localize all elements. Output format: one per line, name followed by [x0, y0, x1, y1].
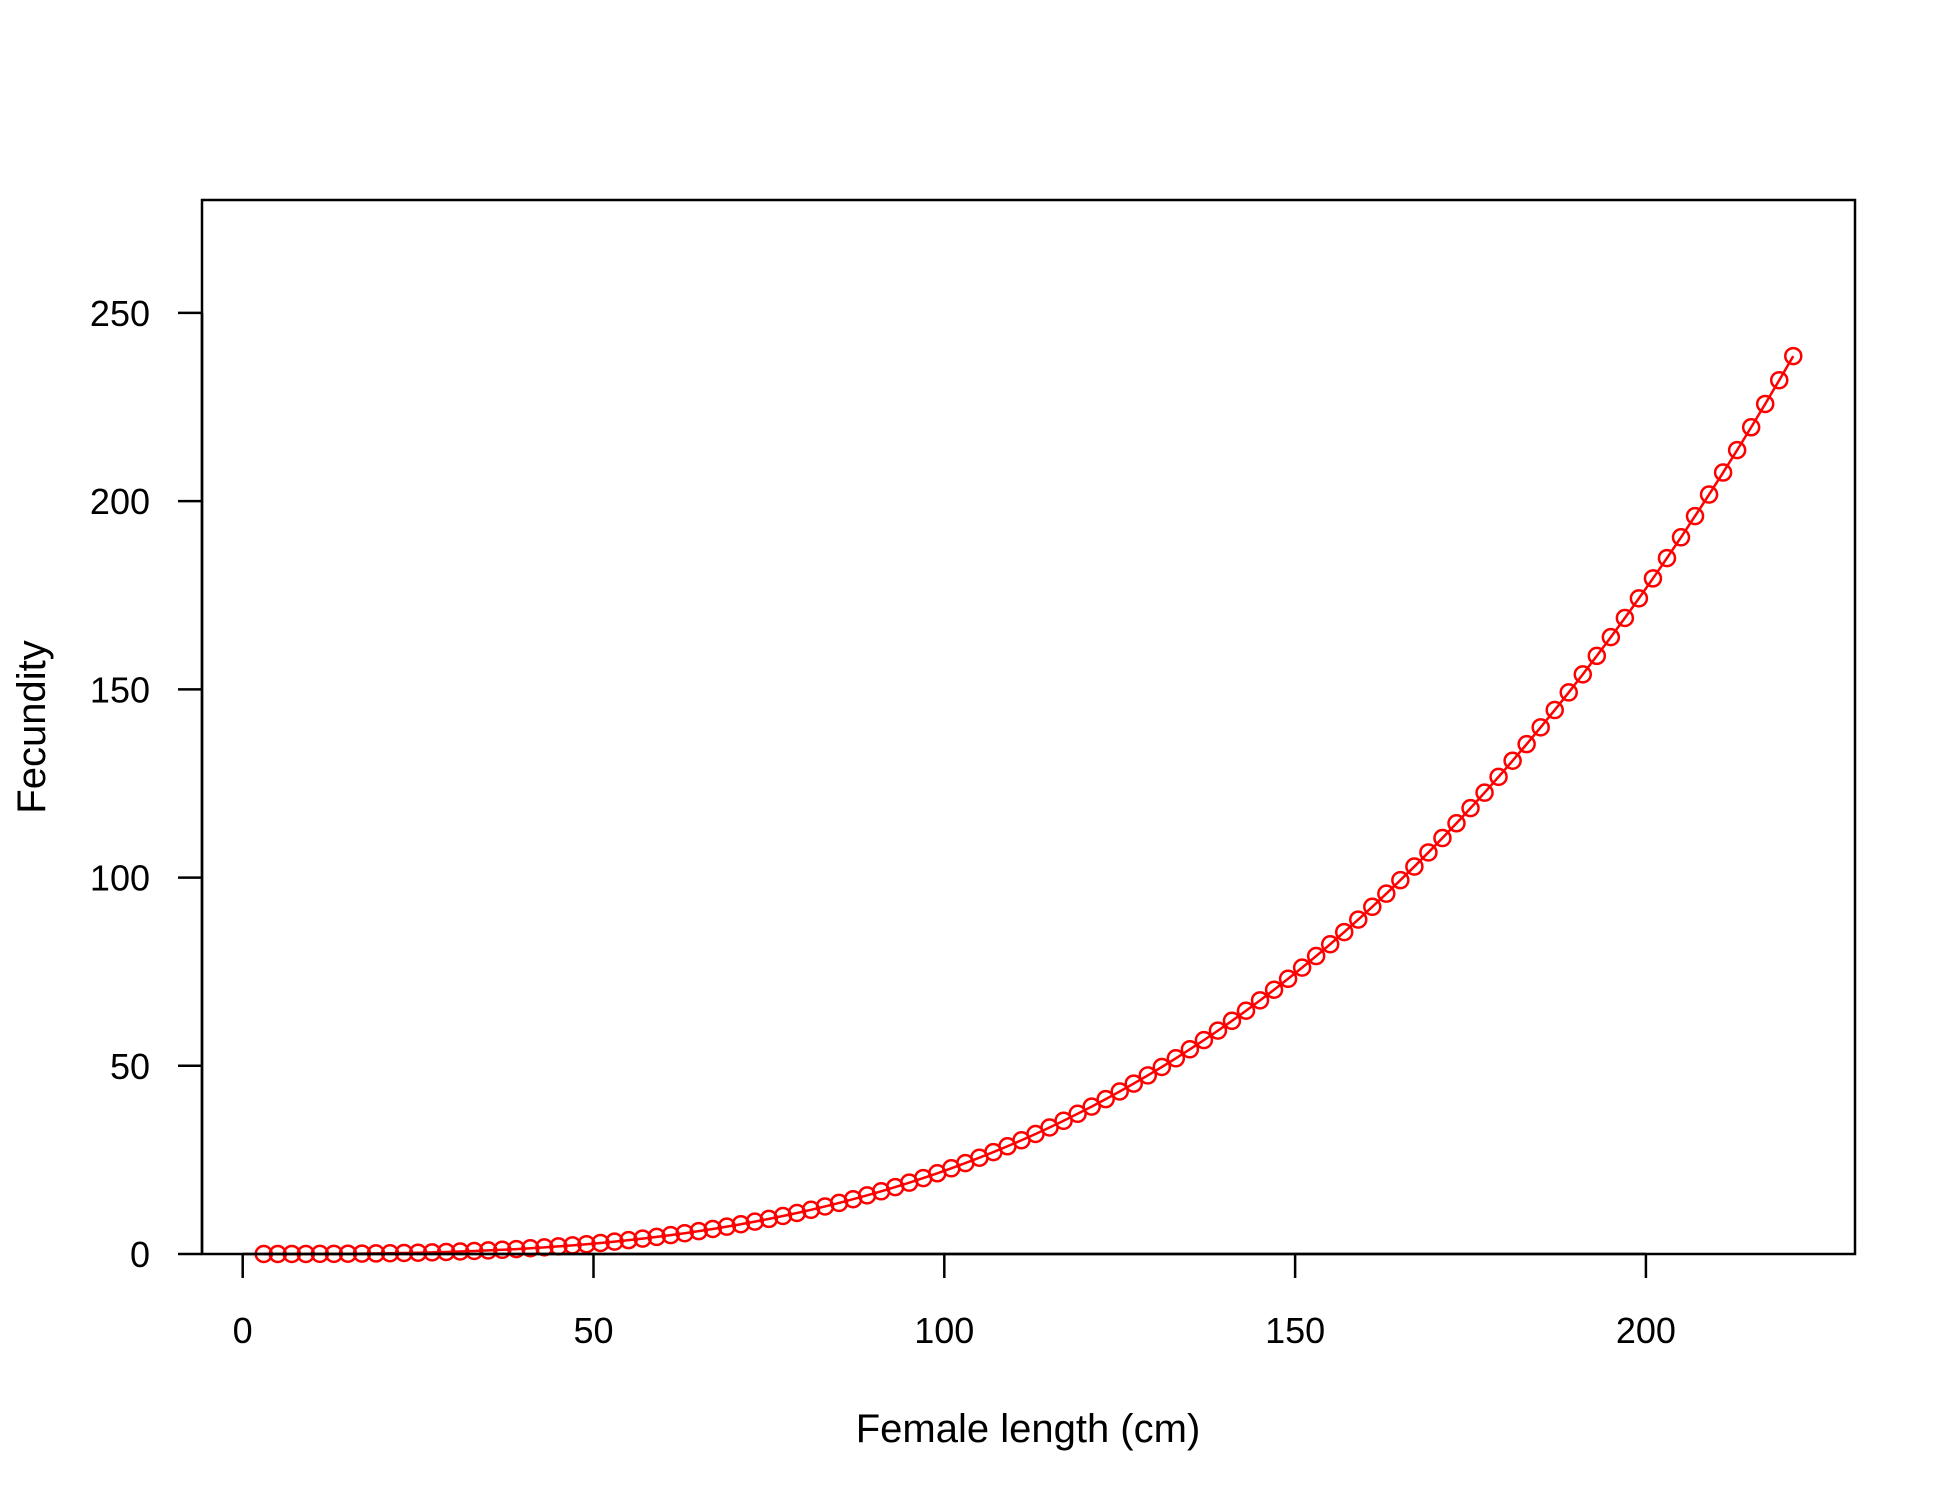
data-point — [703, 1219, 723, 1239]
data-point — [1643, 569, 1663, 588]
data-point — [1657, 548, 1677, 568]
data-point — [1671, 528, 1691, 547]
data-point — [450, 1242, 470, 1261]
y-axis-title: Fecundity — [10, 640, 54, 813]
data-point — [1784, 346, 1803, 366]
x-tick-label: 50 — [573, 1310, 613, 1351]
data-point — [633, 1229, 652, 1248]
data-point — [731, 1214, 751, 1234]
x-tick-label: 200 — [1616, 1310, 1676, 1351]
data-point — [1699, 485, 1719, 504]
data-point — [1615, 608, 1635, 628]
y-tick-label: 100 — [90, 858, 150, 899]
data-point — [647, 1227, 666, 1247]
data-point — [1264, 980, 1284, 999]
y-tick-label: 250 — [90, 293, 150, 334]
data-point — [1166, 1049, 1186, 1068]
data-point — [1685, 506, 1705, 526]
y-tick-label: 150 — [90, 669, 150, 710]
data-point — [436, 1242, 456, 1262]
data-point — [507, 1239, 526, 1259]
data-point — [1110, 1082, 1129, 1101]
x-tick-label: 100 — [914, 1310, 974, 1351]
data-point — [1377, 884, 1396, 903]
data-point — [689, 1221, 708, 1241]
data-point — [717, 1217, 737, 1236]
data-point — [1152, 1057, 1172, 1077]
data-point — [1349, 910, 1368, 929]
data-point — [1433, 828, 1452, 848]
y-tick-label: 50 — [110, 1046, 150, 1087]
data-point — [1222, 1011, 1242, 1031]
data-point — [1419, 843, 1438, 862]
data-point — [1461, 798, 1480, 818]
data-point — [1391, 870, 1410, 890]
data-point — [1573, 665, 1593, 684]
data-point — [1713, 463, 1733, 482]
data-point — [1545, 700, 1564, 720]
data-point — [1601, 627, 1621, 647]
data-point — [1138, 1066, 1158, 1085]
data-point — [1741, 418, 1761, 437]
data-point — [1194, 1030, 1214, 1050]
data-point — [1405, 857, 1424, 876]
data-point — [1769, 370, 1789, 390]
data-point — [1236, 1001, 1256, 1020]
data-point — [1292, 958, 1312, 977]
data-point — [1096, 1089, 1115, 1109]
data-point — [1306, 946, 1326, 966]
data-point — [605, 1232, 624, 1251]
data-point — [745, 1212, 765, 1231]
y-tick-label: 200 — [90, 481, 150, 522]
data-point — [1517, 734, 1536, 754]
data-point — [1334, 922, 1354, 942]
data-point — [1180, 1040, 1200, 1059]
data-point — [773, 1206, 793, 1226]
plot-frame — [200, 198, 1857, 1256]
data-point — [1559, 683, 1578, 702]
data-point — [1475, 783, 1494, 802]
data-point — [1629, 589, 1649, 608]
data-point — [1755, 394, 1775, 414]
data-point — [759, 1209, 779, 1229]
data-point — [422, 1243, 442, 1262]
x-axis-title: Female length (cm) — [856, 1407, 1201, 1451]
data-point — [1587, 646, 1607, 666]
data-point — [1068, 1104, 1087, 1124]
data-point — [577, 1234, 596, 1254]
data-point — [1447, 814, 1466, 833]
data-point — [408, 1243, 428, 1262]
data-point — [591, 1233, 610, 1253]
data-point — [535, 1238, 554, 1257]
data-point — [1250, 991, 1270, 1010]
data-point — [619, 1230, 638, 1250]
data-point — [1124, 1074, 1143, 1093]
series-layer — [254, 346, 1803, 1264]
data-point — [661, 1225, 680, 1245]
data-point — [493, 1240, 512, 1260]
data-point — [1278, 969, 1298, 989]
data-point — [521, 1239, 540, 1258]
x-tick-label: 0 — [233, 1310, 253, 1351]
y-tick-label: 0 — [130, 1234, 150, 1275]
data-point — [1531, 718, 1550, 737]
data-point — [1320, 934, 1340, 954]
data-point — [1727, 440, 1747, 460]
data-point — [675, 1223, 694, 1243]
data-point — [1503, 751, 1522, 770]
data-point — [1489, 767, 1508, 787]
data-point — [1208, 1021, 1228, 1040]
data-point — [1363, 897, 1382, 917]
data-point — [464, 1241, 484, 1261]
data-point — [1082, 1097, 1101, 1116]
x-tick-label: 150 — [1265, 1310, 1325, 1351]
data-point — [479, 1241, 498, 1260]
